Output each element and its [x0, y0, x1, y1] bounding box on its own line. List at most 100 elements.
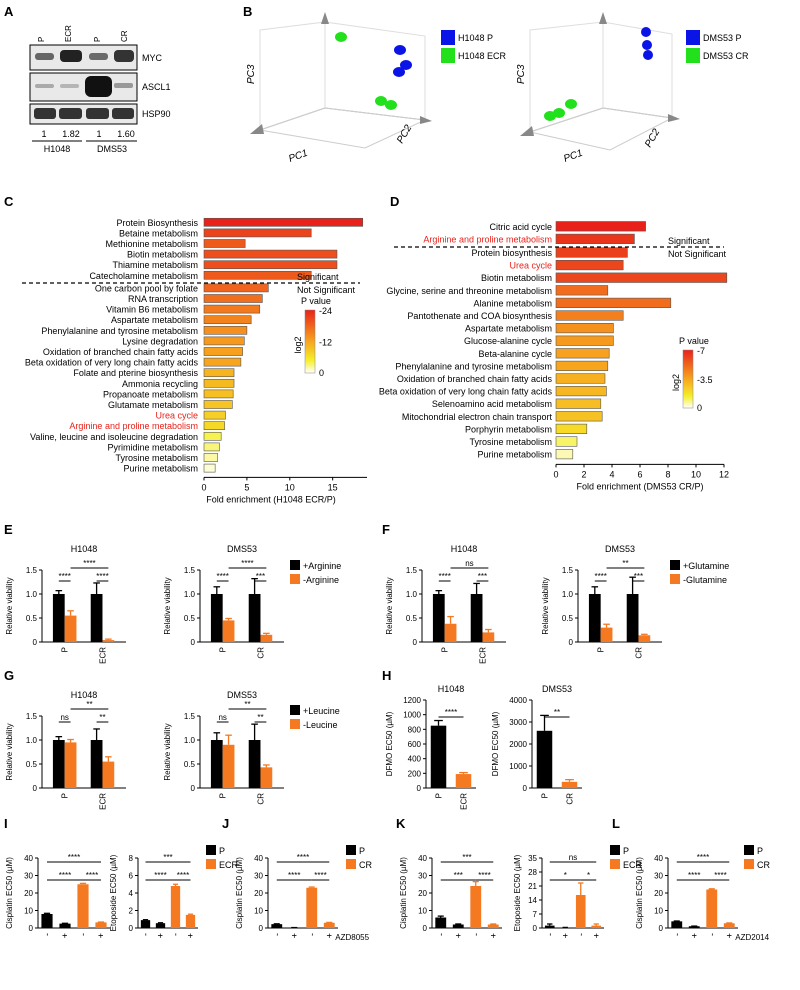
treatment-label: +	[453, 933, 463, 938]
y-tick-label: 30	[418, 872, 427, 881]
data-point	[643, 50, 653, 60]
y-tick-label: 6	[129, 872, 134, 881]
pathway-label: Oxidation of branched chain fatty acids	[397, 374, 553, 384]
bar	[455, 774, 472, 788]
treatment-label: -	[672, 933, 682, 936]
enrichment-bar	[555, 398, 602, 409]
pathway-label: Beta-alanine cycle	[478, 349, 552, 359]
y-tick-label: 7	[533, 910, 538, 919]
band	[114, 83, 133, 88]
enrichment-bar	[555, 221, 646, 232]
treatment-label: -	[436, 933, 446, 936]
bar	[470, 594, 483, 642]
data-point	[642, 40, 652, 50]
y-tick-label: 40	[418, 854, 427, 863]
significance-label: ****	[154, 871, 166, 880]
legend-swatch-blue	[441, 30, 455, 45]
y-tick-label: 0	[33, 784, 38, 793]
significance-label: ****	[96, 572, 108, 581]
pathway-label: Valine, leucine and isoleucine degradati…	[30, 432, 198, 442]
significance-label: ****	[288, 871, 300, 880]
enrichment-bar	[203, 239, 246, 248]
enrichment-bar	[555, 373, 606, 384]
enrichment-bar	[555, 285, 609, 296]
pathway-label: One carbon pool by folate	[95, 283, 198, 293]
axis-label-pc2: PC2	[643, 127, 662, 150]
treatment-label: +	[689, 933, 699, 938]
not-significant-label: Not Significant	[297, 285, 356, 295]
legend-swatch	[290, 574, 300, 584]
bar	[77, 884, 89, 928]
enrichment-bar	[203, 378, 235, 388]
bar	[588, 594, 601, 642]
y-tick-label: 1.5	[184, 712, 196, 721]
y-tick-label: 10	[654, 907, 663, 916]
data-point	[400, 60, 412, 70]
enrichment-bar	[555, 348, 610, 359]
panel-label-i: I	[4, 816, 8, 831]
x-tick-label: P	[597, 647, 606, 652]
bar	[95, 922, 107, 928]
pathway-label: Biotin metabolism	[481, 273, 552, 283]
significance-label: **	[244, 700, 250, 709]
y-tick-label: 0	[417, 784, 422, 793]
x-tick-label: 15	[328, 482, 338, 492]
lane-label: CR	[120, 30, 129, 42]
pca-plot-dms53: PC3 PC1 PC2 DMS53 P DMS53 CR	[516, 12, 749, 165]
enrichment-bar	[203, 325, 248, 335]
x-tick-label: 0	[201, 482, 206, 492]
legend-swatch	[346, 859, 356, 869]
y-tick-label: 1.0	[26, 590, 38, 599]
bar	[536, 730, 553, 788]
bar	[600, 627, 613, 642]
treatment-label: +	[591, 933, 601, 938]
significance-label: ****	[58, 572, 70, 581]
pathway-label: Selenoamino acid metabolism	[432, 399, 552, 409]
x-tick-label: CR	[634, 647, 643, 659]
colorbar-tick: -12	[319, 338, 332, 348]
panel-label-d: D	[390, 194, 399, 209]
bar	[260, 634, 273, 642]
legend-swatch	[206, 845, 216, 855]
axis-arrow-icon	[250, 124, 264, 134]
treatment-label: -	[42, 933, 52, 936]
x-tick-label: CR	[256, 793, 265, 805]
enrichment-chart-dms53: Citric acid cycle Arginine and proline me…	[379, 221, 729, 491]
enrichment-bar	[555, 297, 672, 308]
y-tick-label: 4000	[509, 696, 527, 705]
significance-label: ***	[256, 572, 265, 581]
bar	[64, 742, 77, 788]
data-point	[393, 67, 405, 77]
pathway-label: Aspartate metabolism	[111, 315, 198, 325]
pathway-label: Tyrosine metabolism	[115, 453, 198, 463]
bar	[52, 594, 65, 642]
legend-swatch	[610, 859, 620, 869]
colorbar-tick: -7	[697, 346, 705, 356]
band	[60, 84, 79, 88]
pathway-label: Purine metabolism	[123, 464, 198, 474]
significance-label: **	[86, 700, 92, 709]
y-axis-label: Relative viability	[163, 577, 172, 634]
band	[89, 53, 108, 60]
y-tick-label: 1000	[509, 762, 527, 771]
western-blot: P ECR P CR MYC ASCL1 HSP90 1 1.82 1 1.60…	[29, 25, 171, 154]
data-point	[641, 27, 651, 37]
band	[35, 84, 54, 88]
x-tick-label: 2	[581, 469, 586, 479]
bar-chart-f-h1048: 0 0.5 1.0 1.5 Relative viability P ECR H1048 ***…	[385, 544, 506, 664]
pathway-label: Ammonia recycling	[122, 379, 198, 389]
pathway-label: Folate and pterine biosynthesis	[73, 368, 198, 378]
pca-plot-h1048: PC3 PC1 PC2 H1048 P H1048 ECR	[246, 12, 507, 165]
y-axis-label: DFMO EC50 (µM)	[491, 711, 500, 776]
bar	[222, 620, 235, 642]
x-tick-label: P	[219, 793, 228, 798]
lane-label: P	[37, 37, 46, 42]
bar	[41, 914, 53, 928]
bar	[561, 781, 578, 788]
drug-label: AZD8055	[335, 933, 369, 942]
pathway-label: Vitamin B6 metabolism	[106, 305, 198, 315]
legend-label: P	[623, 846, 629, 856]
legend-swatch	[670, 574, 680, 584]
bar	[248, 740, 261, 788]
